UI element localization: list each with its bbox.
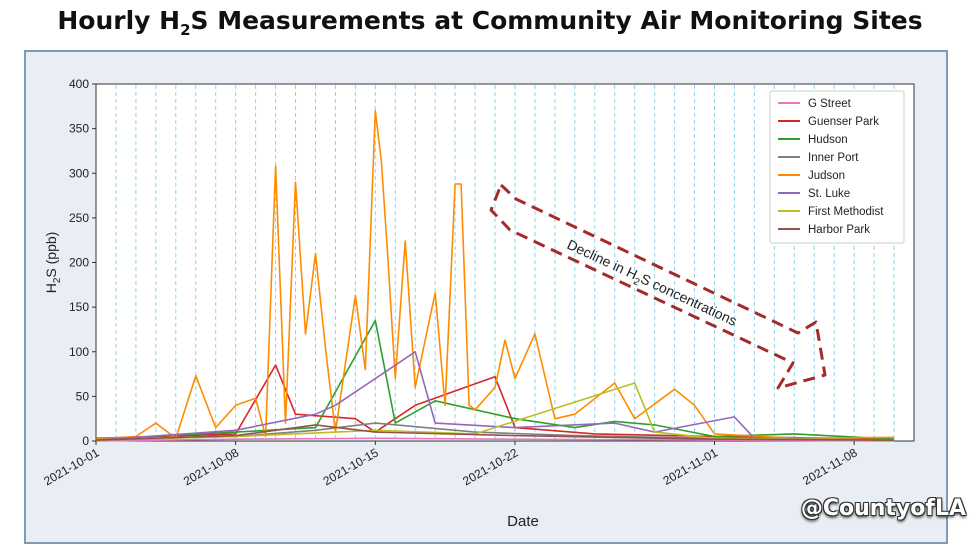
x-tick-label: 2021-11-08 <box>800 445 860 488</box>
y-tick-label: 200 <box>69 256 89 270</box>
legend-label: Judson <box>808 170 845 182</box>
series-line-5 <box>95 109 895 440</box>
series-line-1 <box>95 437 895 442</box>
grid-lines <box>115 85 895 440</box>
decline-arrow-outline <box>489 183 827 390</box>
y-tick-label: 250 <box>69 211 89 225</box>
chart-frame: 0 50 100 150 200 250 300 350 400 2021-10-01 2021-1… <box>24 50 948 544</box>
y-tick-label: 100 <box>69 345 89 359</box>
x-tick-label: 2021-10-22 <box>460 445 520 488</box>
y-tick-label: 300 <box>69 166 89 180</box>
x-tick-label: 2021-10-15 <box>321 445 381 488</box>
y-axis-label-part: H <box>43 283 59 293</box>
x-tick-label: 2021-10-01 <box>41 445 101 488</box>
x-tick-label: 2021-10-08 <box>181 445 241 488</box>
title-subscript: 2 <box>180 21 191 39</box>
legend-label: St. Luke <box>808 188 850 200</box>
annotation-subscript: 2 <box>631 276 641 289</box>
legend-box <box>769 90 905 244</box>
watermark: @CountyofLA <box>800 496 966 521</box>
x-tick-label: 2021-11-01 <box>661 445 721 488</box>
legend-label: First Methodist <box>808 206 884 218</box>
y-tick-label: 350 <box>69 122 89 136</box>
y-axis-label-subscript: 2 <box>52 277 63 283</box>
legend-label: G Street <box>808 98 852 110</box>
series-line-7 <box>95 382 895 441</box>
legend-label: Harbor Park <box>808 224 870 236</box>
slide-title: Hourly H2S Measurements at Community Air… <box>0 6 980 39</box>
series-line-6 <box>95 350 895 441</box>
y-axis-label: H2S (ppb) <box>43 232 63 294</box>
legend-label: Guenser Park <box>808 116 879 128</box>
y-axis-label-part: S (ppb) <box>43 232 59 278</box>
chart: 0 50 100 150 200 250 300 350 400 2021-10-01 2021-1… <box>41 77 915 530</box>
y-tick-label: 150 <box>69 300 89 314</box>
series-line-8 <box>95 424 895 441</box>
title-text-rest: S Measurements at Community Air Monitori… <box>190 6 923 35</box>
y-tick-label: 400 <box>69 77 89 91</box>
x-axis-label: Date <box>507 513 539 530</box>
title-text: Hourly H <box>57 6 181 35</box>
y-tick-label: 50 <box>76 389 90 403</box>
legend-label: Hudson <box>808 134 848 146</box>
y-tick-label: 0 <box>82 434 89 448</box>
series-line-3 <box>95 319 895 440</box>
legend: G Street Guenser Park Hudson Inner Port Juds… <box>769 90 905 244</box>
legend-label: Inner Port <box>808 152 859 164</box>
